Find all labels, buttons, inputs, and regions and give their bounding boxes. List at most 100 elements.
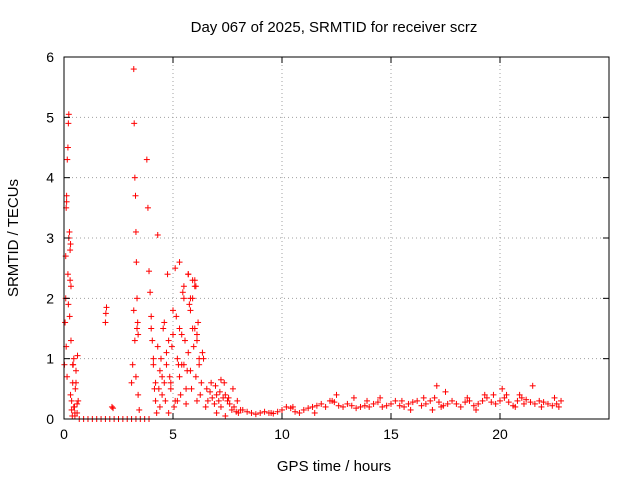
data-point — [199, 349, 206, 356]
data-point — [74, 352, 81, 359]
data-point — [65, 111, 72, 118]
data-point — [66, 313, 73, 320]
data-point — [129, 361, 136, 368]
data-point — [163, 361, 170, 368]
data-point — [235, 409, 242, 416]
data-point — [67, 277, 74, 284]
data-point — [213, 391, 220, 398]
grid-lines — [64, 57, 609, 419]
data-point — [132, 228, 139, 235]
data-point — [130, 307, 137, 314]
data-point — [108, 403, 115, 410]
data-point — [196, 361, 203, 368]
data-point — [152, 397, 159, 404]
data-point — [72, 385, 79, 392]
data-point — [248, 409, 255, 416]
data-point — [549, 402, 556, 409]
data-point — [181, 337, 188, 344]
data-point — [187, 295, 194, 302]
data-point — [70, 403, 77, 410]
data-point — [296, 409, 303, 416]
data-point — [475, 400, 482, 407]
y-tick-label: 0 — [46, 411, 54, 427]
x-tick-label: 5 — [169, 426, 177, 442]
data-point — [64, 144, 71, 151]
data-point — [527, 399, 534, 406]
data-point — [202, 403, 209, 410]
data-point — [147, 289, 154, 296]
chart-title: Day 067 of 2025, SRMTID for receiver scr… — [191, 19, 478, 36]
data-point — [538, 403, 545, 410]
data-point — [63, 192, 70, 199]
data-point — [212, 382, 219, 389]
data-point — [172, 265, 179, 272]
data-point — [67, 241, 74, 248]
data-point — [154, 343, 161, 350]
data-point — [357, 403, 364, 410]
data-point — [435, 399, 442, 406]
data-point — [183, 400, 190, 407]
data-point — [148, 313, 155, 320]
data-point — [401, 403, 408, 410]
data-point — [488, 399, 495, 406]
data-point — [333, 391, 340, 398]
data-point — [442, 388, 449, 395]
data-point — [64, 373, 71, 380]
data-point — [516, 391, 523, 398]
data-point — [152, 379, 159, 386]
data-point — [374, 399, 381, 406]
data-point — [398, 397, 405, 404]
data-point — [279, 406, 285, 413]
data-point — [174, 397, 181, 404]
data-point — [220, 394, 227, 401]
data-point — [72, 379, 79, 386]
data-point — [396, 402, 403, 409]
x-tick-label: 20 — [492, 426, 508, 442]
data-point — [67, 391, 74, 398]
data-point — [70, 355, 77, 362]
data-point — [74, 409, 81, 416]
data-point — [462, 399, 469, 406]
data-point — [466, 397, 473, 404]
y-tick-label: 6 — [46, 49, 54, 65]
data-point — [366, 403, 373, 410]
data-point — [193, 331, 200, 338]
x-tick-labels: 0 5 10 15 20 — [60, 426, 508, 442]
data-point — [444, 400, 451, 407]
data-point — [224, 397, 231, 404]
data-point — [165, 409, 172, 416]
data-point — [153, 409, 160, 416]
data-point — [311, 409, 318, 416]
data-point — [65, 120, 72, 127]
data-point — [544, 400, 551, 407]
data-point — [67, 337, 74, 344]
data-point — [283, 403, 290, 410]
data-point — [209, 394, 216, 401]
data-point — [193, 397, 200, 404]
data-point — [529, 382, 536, 389]
data-point — [244, 408, 251, 415]
data-point — [164, 271, 171, 278]
data-point — [457, 403, 464, 410]
data-point — [555, 403, 562, 410]
data-point — [222, 412, 229, 419]
data-point — [318, 400, 325, 407]
y-tick-label: 5 — [46, 109, 54, 125]
y-tick-label: 2 — [46, 290, 54, 306]
data-point — [155, 385, 162, 392]
data-point — [208, 379, 215, 386]
data-point — [75, 397, 82, 404]
data-point — [72, 367, 79, 374]
data-point — [192, 373, 199, 380]
data-point — [329, 397, 336, 404]
data-point — [174, 355, 181, 362]
data-point — [64, 271, 71, 278]
data-point — [222, 391, 229, 398]
data-point — [216, 388, 223, 395]
data-point — [473, 406, 480, 413]
data-point — [187, 307, 194, 314]
data-point — [431, 394, 438, 401]
data-point — [160, 325, 167, 332]
data-point — [128, 379, 135, 386]
